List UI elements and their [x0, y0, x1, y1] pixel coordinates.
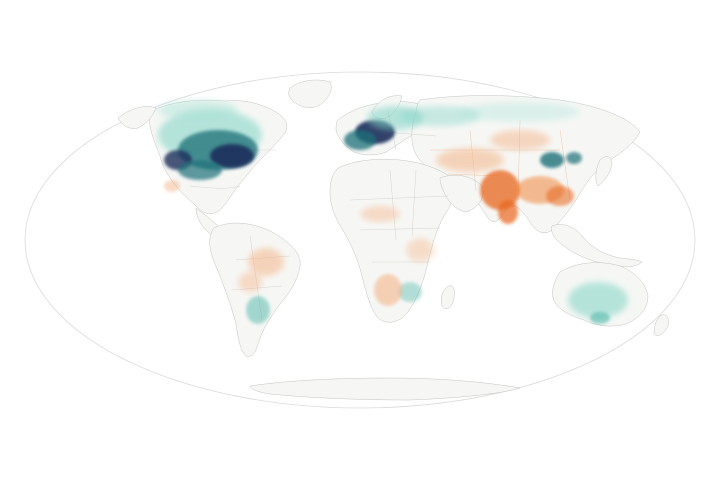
madagascar-land [440, 285, 455, 309]
antarctica-land [249, 377, 521, 401]
southeast-asia-land [551, 224, 643, 267]
japan-land [595, 156, 613, 187]
decrease-patches [164, 130, 574, 306]
globe-outline [24, 71, 696, 409]
new-zealand-land [653, 314, 669, 336]
increase-patches [158, 100, 628, 324]
alaska-land [117, 106, 157, 129]
arabia-land [439, 175, 484, 213]
africa-land [329, 159, 455, 323]
asia-land [411, 95, 641, 233]
greenland-land [288, 79, 332, 108]
